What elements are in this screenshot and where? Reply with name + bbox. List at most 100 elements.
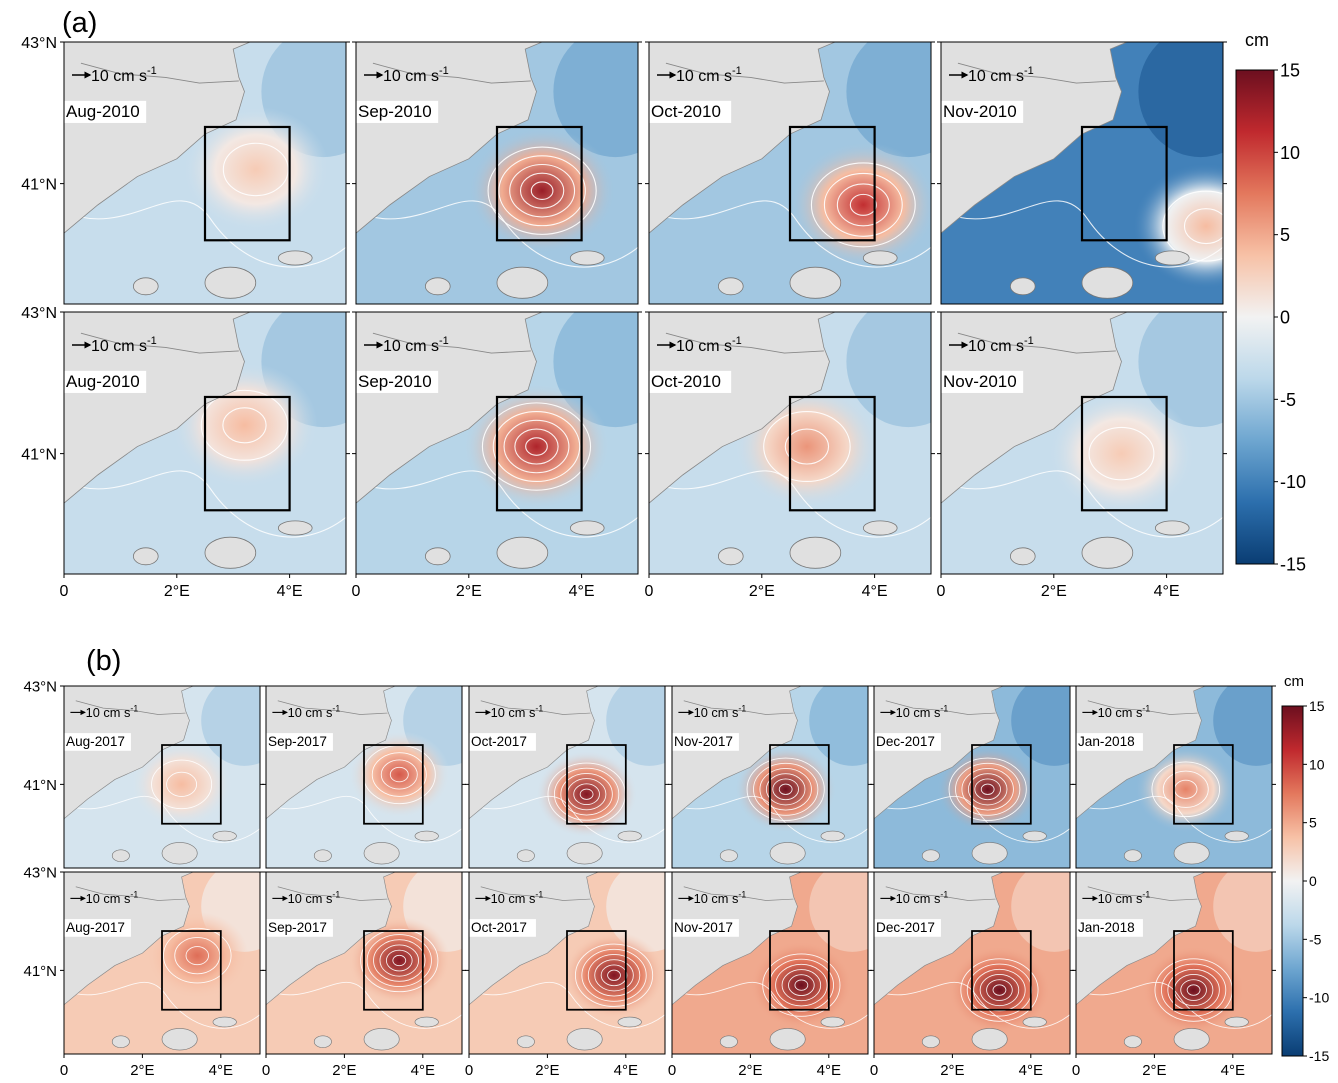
contour-line xyxy=(788,974,815,996)
land-balearic xyxy=(862,250,898,266)
contour-line xyxy=(1151,761,1221,818)
lon-label: 2°E xyxy=(164,583,190,600)
contour-line xyxy=(1183,208,1223,245)
contour-line xyxy=(487,146,597,235)
lon-label: 2°E xyxy=(1142,1062,1166,1079)
land-balearic xyxy=(424,277,451,296)
month-label-bg xyxy=(266,919,333,937)
border-line xyxy=(665,332,824,354)
land-balearic xyxy=(717,547,744,566)
study-box xyxy=(203,395,291,512)
land-balearic xyxy=(1009,547,1036,566)
map-panel: 10 cm s-1 Jan-2018 xyxy=(1072,871,1276,1055)
map-panel: 10 cm s-1 Oct-2017 xyxy=(465,685,669,869)
border-line xyxy=(75,886,186,901)
land-balearic xyxy=(313,1035,332,1048)
month-label-bg xyxy=(469,733,536,751)
month-label: Oct-2017 xyxy=(471,734,527,749)
colorbar-b xyxy=(1281,705,1304,1057)
panel-a-label: (a) xyxy=(62,7,97,39)
land-balearic xyxy=(1009,277,1036,296)
land-balearic xyxy=(111,849,130,862)
lon-label: 2°E xyxy=(456,583,482,600)
border-line xyxy=(1087,886,1198,901)
lon-label: 0 xyxy=(262,1062,270,1079)
vector-scale-label: 10 cm s-1 xyxy=(86,704,139,721)
eddy-anomaly xyxy=(348,916,451,1005)
contour-line xyxy=(763,411,851,483)
sea-anomaly-patch xyxy=(201,686,260,766)
lon-label: 0 xyxy=(465,1062,473,1079)
lon-label: 4°E xyxy=(817,1062,841,1079)
vector-scale-label: 10 cm s-1 xyxy=(491,890,544,907)
month-label-bg xyxy=(1076,733,1143,751)
land-balearic xyxy=(111,1035,130,1048)
land-balearic xyxy=(1081,536,1134,569)
sea-anomaly-patch xyxy=(809,686,868,766)
contour-line xyxy=(166,771,198,797)
contour-line xyxy=(581,948,647,1002)
border-line xyxy=(1087,700,1198,715)
contour-line xyxy=(587,954,641,997)
lon-label: 0 xyxy=(870,1062,878,1079)
border-line xyxy=(957,62,1116,84)
month-label-bg xyxy=(672,733,739,751)
contour-line xyxy=(961,768,1014,811)
study-box xyxy=(203,125,291,242)
sea-anomaly-patch xyxy=(606,872,665,952)
land-balearic xyxy=(1154,520,1190,536)
lat-label: 41°N xyxy=(21,447,57,464)
contour-line xyxy=(356,470,638,538)
study-box xyxy=(971,930,1032,1011)
study-box xyxy=(1173,744,1234,825)
colorbar-a xyxy=(1235,69,1275,565)
lon-label: 0 xyxy=(60,583,69,600)
colorbar-tick-label: 5 xyxy=(1280,225,1290,245)
lat-label: 43°N xyxy=(21,305,57,322)
land-balearic xyxy=(921,849,940,862)
contour-line xyxy=(492,411,581,483)
land-iberia xyxy=(64,872,194,1006)
contour-line xyxy=(836,183,890,227)
sea-anomaly-patch xyxy=(606,686,665,766)
border-line xyxy=(277,886,388,901)
contour-line xyxy=(371,752,427,797)
vector-scale-label: 10 cm s-1 xyxy=(288,890,341,907)
land-balearic xyxy=(496,266,549,299)
contour-line xyxy=(385,949,413,972)
map-panel: 10 cm s-1 Sep-2017 xyxy=(262,685,466,869)
eddy-anomaly xyxy=(1134,745,1237,833)
contour-line xyxy=(64,796,260,843)
contour-line xyxy=(1162,770,1209,808)
land-balearic xyxy=(617,830,642,842)
contour-line xyxy=(649,470,931,538)
land-balearic xyxy=(1224,830,1249,842)
lat-label: 41°N xyxy=(23,963,57,980)
lon-label: 0 xyxy=(1072,1062,1080,1079)
colorbar-tick-label: 0 xyxy=(1280,307,1290,327)
study-box xyxy=(161,744,222,825)
lat-label: 43°N xyxy=(23,865,57,882)
vector-scale-label: 10 cm s-1 xyxy=(968,65,1034,85)
colorbar-b-ticks: 15 10 5 0 -5 -10 -15 xyxy=(1303,698,1329,1064)
study-box xyxy=(1173,930,1234,1011)
month-label: Oct-2010 xyxy=(651,372,721,391)
land-iberia xyxy=(1076,872,1206,1006)
land-balearic xyxy=(719,1035,738,1048)
contour-line xyxy=(823,172,903,237)
land-balearic xyxy=(971,1028,1008,1051)
contour-line xyxy=(1088,426,1155,481)
map-panel: 10 cm s-1 Nov-2010 xyxy=(937,41,1227,305)
contour-line xyxy=(784,428,830,465)
contour-line xyxy=(849,193,877,216)
contour-line xyxy=(1076,796,1272,843)
land-iberia xyxy=(941,312,1128,504)
land-iberia xyxy=(672,686,802,820)
colorbar-tick-label: 0 xyxy=(1309,873,1317,889)
contour-line xyxy=(775,963,828,1007)
contour-line xyxy=(525,437,548,456)
contour-line xyxy=(185,946,209,966)
month-label: Jan-2018 xyxy=(1078,734,1135,749)
lon-label: 4°E xyxy=(862,583,888,600)
